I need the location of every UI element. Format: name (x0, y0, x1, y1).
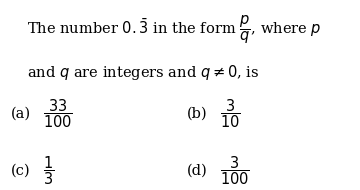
Text: (b): (b) (187, 107, 208, 121)
Text: $\dfrac{33}{100}$: $\dfrac{33}{100}$ (43, 98, 73, 130)
Text: (d): (d) (187, 164, 208, 178)
Text: $\dfrac{3}{10}$: $\dfrac{3}{10}$ (220, 98, 240, 130)
Text: (a): (a) (11, 107, 31, 121)
Text: $\dfrac{3}{100}$: $\dfrac{3}{100}$ (220, 155, 249, 187)
Text: $\dfrac{1}{3}$: $\dfrac{1}{3}$ (43, 155, 54, 187)
Text: The number $0.\bar{3}$ in the form $\dfrac{p}{q}$, where $p$: The number $0.\bar{3}$ in the form $\dfr… (27, 13, 321, 46)
Text: and $q$ are integers and $q \neq 0$, is: and $q$ are integers and $q \neq 0$, is (27, 63, 260, 82)
Text: (c): (c) (11, 164, 31, 178)
